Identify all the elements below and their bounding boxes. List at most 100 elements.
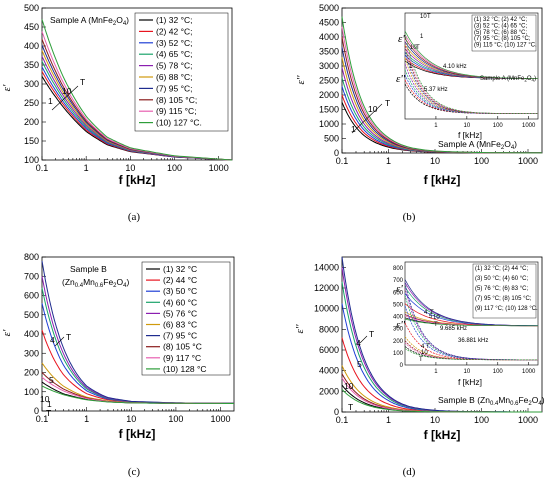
panel-3-ytick-label-14000: 14000 <box>314 262 339 272</box>
panel-0-legend-label-1: (1) 32 °C; <box>156 15 192 25</box>
panel-1-inset-legend-label-5: (9) 115 °C; (10) 127 °C. <box>474 43 537 49</box>
panel-0-ytick-label-300: 300 <box>24 79 39 89</box>
panel-b-inset-ylabel-top: ε' <box>398 33 405 45</box>
panel-3-xtick-label-1: 1 <box>386 415 391 425</box>
panel-2-legend-label-1: (1) 32 °C <box>163 264 197 274</box>
panel-d-annot-4: 4 <box>356 338 361 348</box>
panel-2-legend-label-5: (5) 76 °C <box>163 308 197 318</box>
panel-b-annot-1: 1 <box>351 124 356 134</box>
panel-b-inset-xlabel: f [kHz] <box>458 130 482 140</box>
panel-0-legend-label-6: (6) 88 °C; <box>156 72 192 82</box>
panel-0-ytick-label-350: 350 <box>24 60 39 70</box>
panel-3-ytick-label-6000: 6000 <box>319 345 339 355</box>
panel-1-xtick-label-1: 1 <box>386 156 391 166</box>
panel-d-inset-note-t-top: T <box>430 310 434 316</box>
panel-1-inset-xtick-label-10: 10 <box>464 123 471 129</box>
panel-b-inset-note-1-top: 1 <box>420 34 424 40</box>
panel-d-inset-ylabel-top: ε' <box>396 283 403 295</box>
panel-3-xtick-label-10: 10 <box>430 415 440 425</box>
panel-3-inset-series-upper-7 <box>404 279 539 327</box>
panel-b-inset-note-10-mid: 10 <box>410 45 417 51</box>
panel-3-inset-series-lower-10 <box>404 348 538 361</box>
panel-0-legend-label-4: (4) 65 °C; <box>156 49 192 59</box>
panel-a-annot-1: 1 <box>48 96 53 106</box>
panel-2-legend-label-2: (2) 44 °C <box>163 275 197 285</box>
panel-1-inset-xtick-label-100: 100 <box>493 123 504 129</box>
panel-0-xtick-label-1000: 1000 <box>209 163 229 173</box>
panel-2-series-line-8 <box>41 372 234 404</box>
panel-b-inset-legend-box <box>471 14 537 52</box>
panel-c-ylabel: ε' <box>1 329 13 336</box>
panel-3-inset-ytick-label-0: 0 <box>400 363 404 369</box>
panel-3-inset-ytick-label-200: 200 <box>393 339 404 345</box>
panel-a-xlabel: f [kHz] <box>119 173 156 187</box>
panel-0-legend-label-8: (8) 105 °C; <box>156 95 197 105</box>
panel-b-annot-t: T <box>385 98 390 108</box>
panel-c-caption: (c) <box>128 466 141 478</box>
panel-3-inset-legend-label-2: (3) 50 °C; (4) 60 °C; <box>475 276 528 282</box>
panel-3-ytick-label-10000: 10000 <box>314 304 339 314</box>
panel-2-legend-label-8: (8) 105 °C <box>163 342 202 352</box>
panel-0-xtick-label-0.1: 0.1 <box>36 163 49 173</box>
panel-b-series <box>341 16 542 154</box>
panel-c-sample-line1: Sample B <box>70 264 107 274</box>
panel-3-inset-ytick-label-100: 100 <box>393 351 404 357</box>
panel-d-inset-ylabel-bottom: ε'' <box>396 319 406 331</box>
panel-a-ticks: 0.1 1 10 100 1000 100 150 200 250 300 350 400 450 500 <box>24 3 229 173</box>
panel-a-ylabel: ε' <box>1 84 13 91</box>
panel-3-ytick-label-0: 0 <box>334 407 339 417</box>
panel-3-inset-xtick-label-1: 1 <box>434 369 438 375</box>
panel-d-inset-note-4-top: 4 <box>424 310 428 316</box>
panel-c-legend: (1) 32 °C(2) 44 °C(3) 50 °C(4) 60 °C(5) … <box>141 261 231 376</box>
panel-1-ytick-label-1500: 1500 <box>319 105 339 115</box>
panel-0-ytick-label-450: 450 <box>24 22 39 32</box>
panel-0-xtick-label-100: 100 <box>167 163 182 173</box>
panel-1-ytick-label-4000: 4000 <box>319 32 339 42</box>
panel-1-xtick-label-0.1: 0.1 <box>336 156 349 166</box>
panel-d-series <box>341 256 542 413</box>
panel-c-annot-1: 1 <box>47 399 52 409</box>
panel-2-ytick-label-400: 400 <box>24 329 39 339</box>
panel-1-ytick-label-5000: 5000 <box>319 3 339 13</box>
panel-1-ytick-label-0: 0 <box>334 148 339 158</box>
panel-0-ytick-label-150: 150 <box>24 136 39 146</box>
panel-0-legend-label-5: (5) 78 °C; <box>156 61 192 71</box>
panel-c-annot-4: 4 <box>50 335 55 345</box>
panel-d-ylabel: ε'' <box>294 324 306 334</box>
panel-a-legend: (1) 32 °C;(2) 42 °C; (3) 52 °C;(4) 65 °C;… <box>134 12 229 132</box>
panel-b-annot-10: 10 <box>368 104 378 114</box>
panel-2-ytick-label-0: 0 <box>34 406 39 416</box>
panel-d-inset-note-10: 10 <box>433 315 440 321</box>
panel-2-legend-label-6: (6) 83 °C <box>163 320 197 330</box>
panel-1-series-line-10 <box>341 16 542 154</box>
panel-1-ytick-label-2500: 2500 <box>319 76 339 86</box>
panel-0-ytick-label-250: 250 <box>24 98 39 108</box>
panel-1-xtick-label-10: 10 <box>430 156 440 166</box>
panel-1-ytick-label-2000: 2000 <box>319 90 339 100</box>
panel-c-annot-t-bottom: T <box>46 408 51 418</box>
panel-3-inset-xtick-label-1000: 1000 <box>522 369 536 375</box>
panel-1-inset-legend-label-2: (3) 52 °C; (4) 65 °C; <box>474 23 527 29</box>
panel-3-inset-series-upper-10 <box>404 318 538 327</box>
panel-0-xtick-label-10: 10 <box>125 163 135 173</box>
panel-b-sample-label: Sample A (MnFe2O4) <box>438 139 517 151</box>
panel-3-inset-ytick-label-700: 700 <box>393 278 404 284</box>
panel-c-legend-box <box>141 261 231 376</box>
panel-b-inset-xticks: 1 10 100 1000 <box>434 116 536 129</box>
panel-2-xtick-label-100: 100 <box>168 414 183 424</box>
panel-0-ytick-label-200: 200 <box>24 117 39 127</box>
panel-d-arrow-top <box>359 335 368 344</box>
panel-d-xlabel: f [kHz] <box>424 428 461 442</box>
panel-3-inset-series-lower-1 <box>404 346 538 361</box>
panel-2-ytick-label-600: 600 <box>24 291 39 301</box>
panel-d-sample-label: Sample B (Zn0.4Mn0.6Fe2O4) <box>438 395 545 407</box>
panel-a-sample-label: Sample A (MnFe2O4) <box>50 15 129 27</box>
panel-d-inset-xlabel: f [kHz] <box>458 377 482 387</box>
panel-c-sample-line2: (Zn0.4Mn0.6Fe2O4) <box>62 277 129 289</box>
panel-2-legend-label-7: (7) 95 °C <box>163 331 197 341</box>
panel-b-inset-note-freq-2: 5.37 kHz <box>424 87 448 93</box>
panel-1-inset-xtick-label-1000: 1000 <box>522 123 536 129</box>
panel-b-inset-ylabel-bottom: ε'' <box>396 73 406 85</box>
panel-b: 0.1 1 10 100 1000050010001500200025003000350… <box>295 3 543 223</box>
